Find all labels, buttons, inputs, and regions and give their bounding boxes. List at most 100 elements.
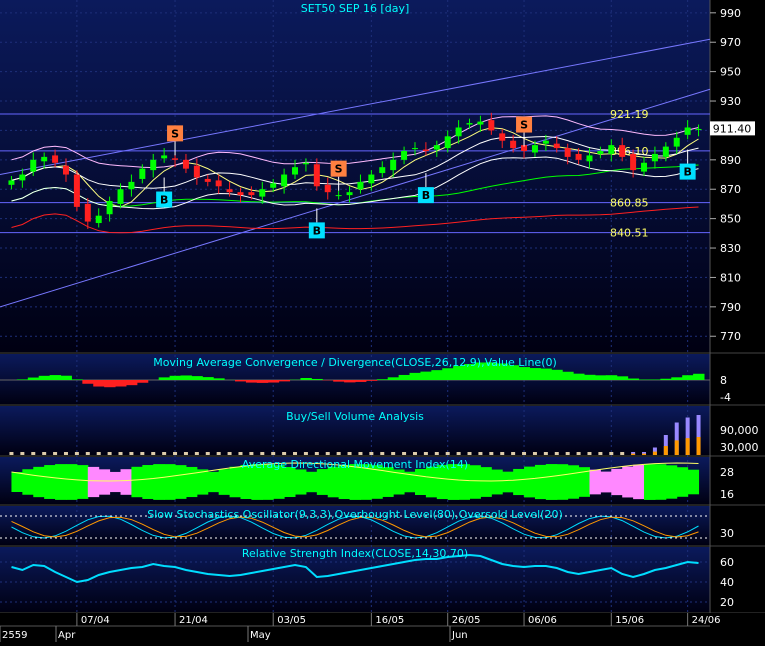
- candle-body: [96, 216, 102, 223]
- adx-band: [44, 465, 55, 499]
- stoch-tick-label: 30: [720, 527, 734, 540]
- sell-marker-label: S: [171, 127, 179, 140]
- candle-body: [325, 185, 331, 192]
- adx-band: [175, 465, 186, 499]
- volume-bar: [293, 452, 297, 455]
- volume-bar: [238, 452, 242, 455]
- macd-area: [159, 377, 170, 380]
- macd-area: [344, 380, 355, 382]
- macd-area: [300, 378, 311, 380]
- price-tick-label: 790: [720, 301, 741, 314]
- candle-body: [412, 148, 418, 149]
- adx-band: [131, 467, 142, 497]
- current-price-label: 911.40: [713, 122, 752, 135]
- volume-tick-label: 30,000: [720, 441, 759, 454]
- volume-bar: [620, 452, 624, 455]
- adx-band: [295, 469, 306, 494]
- rsi-tick-label: 20: [720, 596, 734, 609]
- candle-body: [128, 182, 134, 189]
- volume-bar: [184, 452, 188, 455]
- month-label: 2559: [2, 630, 27, 641]
- macd-area: [115, 380, 126, 387]
- macd-area: [606, 375, 617, 380]
- macd-area: [279, 380, 290, 381]
- macd-area: [191, 376, 202, 380]
- volume-bar-buy: [664, 446, 668, 455]
- volume-bar: [260, 452, 264, 455]
- macd-area: [617, 376, 628, 380]
- macd-area: [628, 379, 639, 380]
- candle-body: [8, 180, 14, 184]
- volume-bar: [195, 452, 199, 455]
- adx-band: [22, 469, 33, 494]
- adx-band: [546, 464, 557, 500]
- volume-bar: [533, 452, 537, 455]
- volume-bar: [42, 452, 46, 455]
- candle-body: [368, 175, 374, 184]
- rsi-title: Relative Strength Index(CLOSE,14,30,70): [242, 547, 468, 560]
- macd-area: [388, 377, 399, 380]
- candle-body: [641, 163, 647, 172]
- date-tick-label: 24/06: [692, 615, 721, 626]
- candle-body: [586, 155, 592, 161]
- volume-bar: [566, 452, 570, 455]
- candle-body: [183, 160, 189, 169]
- macd-area: [595, 375, 606, 380]
- macd-area: [61, 376, 72, 380]
- macd-tick-label: 8: [720, 374, 727, 387]
- volume-bar-buy: [697, 437, 701, 455]
- adx-band: [66, 464, 77, 500]
- candle-body: [630, 154, 636, 170]
- adx-band: [535, 465, 546, 499]
- adx-band: [524, 467, 535, 498]
- macd-area: [104, 380, 115, 387]
- volume-bar: [609, 452, 613, 455]
- volume-bar: [468, 452, 472, 455]
- date-tick-label: 26/05: [452, 615, 481, 626]
- candle-body: [150, 160, 156, 170]
- candle-body: [467, 123, 473, 124]
- candle-body: [74, 175, 80, 207]
- adx-band: [688, 470, 699, 495]
- volume-bar: [271, 452, 275, 455]
- macd-area: [671, 377, 682, 380]
- candle-body: [499, 133, 505, 140]
- volume-bar: [86, 452, 90, 455]
- date-tick-label: 16/05: [375, 615, 404, 626]
- adx-band: [328, 467, 339, 498]
- price-tick-label: 890: [720, 154, 741, 167]
- macd-area: [170, 376, 181, 380]
- candle-body: [41, 157, 47, 161]
- volume-bar: [119, 452, 123, 455]
- price-tick-label: 870: [720, 183, 741, 196]
- candle-body: [445, 136, 451, 148]
- candle-body: [477, 122, 483, 125]
- volume-bar: [348, 452, 352, 455]
- adx-band: [55, 464, 66, 500]
- current-price-tag: 911.40: [710, 121, 755, 135]
- adx-band: [491, 470, 502, 495]
- candle-body: [52, 155, 58, 162]
- month-label: May: [250, 630, 271, 641]
- macd-area: [431, 370, 442, 380]
- adx-band: [153, 464, 164, 500]
- macd-area: [682, 375, 693, 380]
- volume-bar-buy: [675, 440, 679, 455]
- buy-marker-label: B: [313, 224, 321, 237]
- date-tick-label: 21/04: [179, 615, 208, 626]
- candle-body: [292, 167, 298, 174]
- volume-bar: [20, 452, 24, 455]
- macd-area: [573, 374, 584, 380]
- volume-bar: [489, 452, 493, 455]
- volume-bar: [555, 452, 559, 455]
- candle-body: [314, 164, 320, 186]
- adx-band: [219, 469, 230, 495]
- candle-body: [619, 145, 625, 157]
- volume-bar: [64, 452, 68, 455]
- macd-area: [420, 372, 431, 380]
- adx-band: [633, 465, 644, 499]
- macd-area: [93, 380, 104, 387]
